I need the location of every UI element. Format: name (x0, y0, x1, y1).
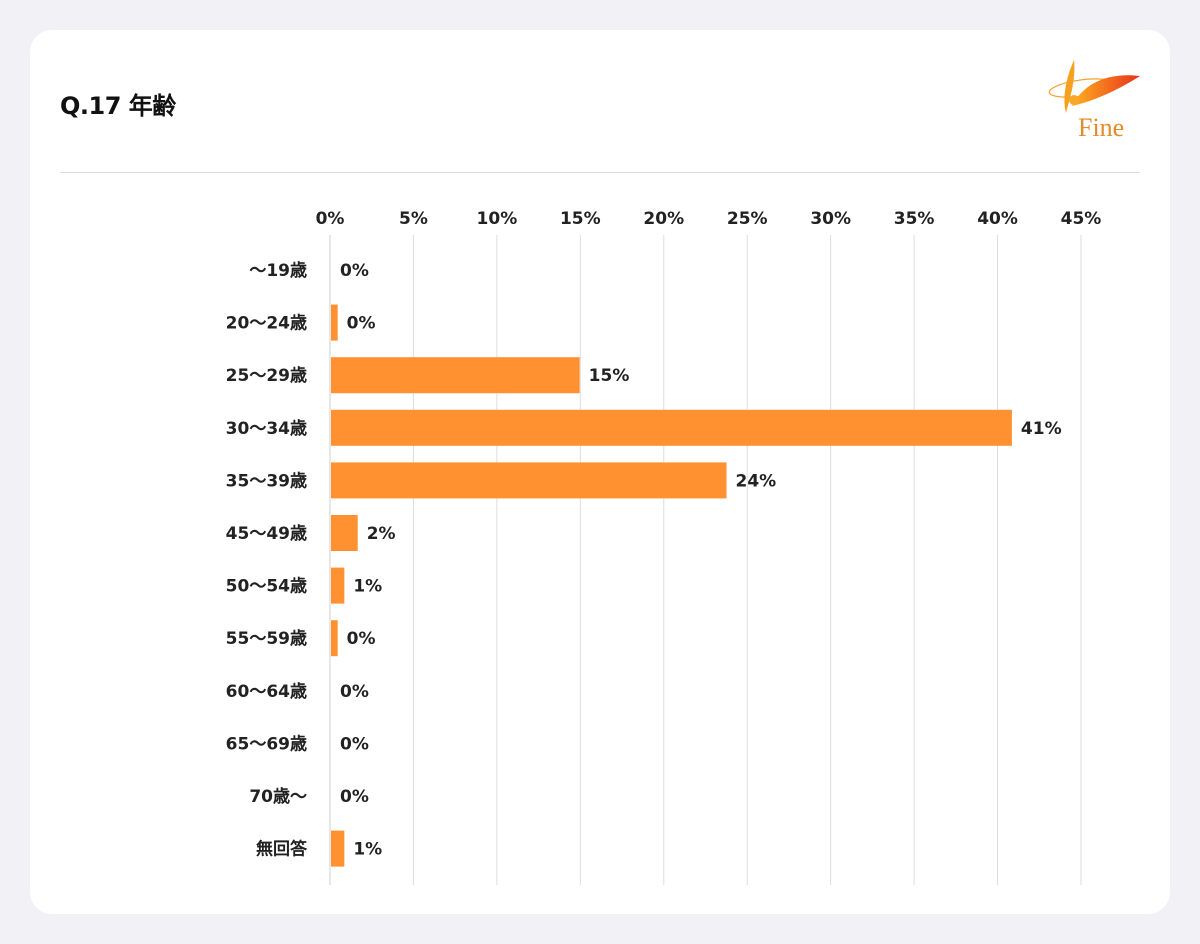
fine-logo: Fine (1048, 60, 1140, 142)
x-tick-label: 35% (894, 209, 935, 229)
divider (60, 172, 1140, 173)
category-label: 〜19歳 (249, 260, 307, 281)
category-label: 45〜49歳 (226, 523, 307, 544)
x-tick-label: 0% (316, 209, 345, 229)
bar (331, 304, 338, 341)
data-label: 41% (1021, 419, 1062, 439)
x-tick-label: 20% (643, 209, 684, 229)
data-label: 0% (347, 314, 376, 334)
data-label: 24% (736, 471, 777, 491)
data-label: 15% (589, 366, 630, 386)
category-label: 無回答 (256, 839, 308, 860)
category-label: 55〜59歳 (226, 628, 307, 649)
bar (331, 567, 345, 604)
data-label: 0% (340, 682, 369, 702)
x-tick-label: 45% (1061, 209, 1102, 229)
bar (331, 357, 580, 394)
x-tick-label: 25% (727, 209, 768, 229)
category-label: 35〜39歳 (226, 470, 307, 491)
bar (331, 409, 1012, 446)
bar (331, 830, 345, 867)
data-label: 0% (340, 734, 369, 754)
bar (331, 515, 358, 551)
data-label: 1% (353, 840, 382, 860)
x-tick-label: 15% (560, 209, 601, 229)
bar (331, 462, 727, 499)
category-label: 60〜64歳 (226, 681, 307, 702)
data-label: 0% (347, 629, 376, 649)
x-tick-label: 10% (477, 209, 518, 229)
data-label: 0% (340, 261, 369, 281)
category-label: 25〜29歳 (226, 365, 307, 386)
category-label: 65〜69歳 (226, 733, 307, 754)
data-label: 2% (367, 524, 396, 544)
category-label: 70歳〜 (249, 786, 307, 807)
category-label: 50〜54歳 (226, 576, 307, 597)
page-title: Q.17 年齢 (60, 92, 176, 120)
category-label: 20〜24歳 (226, 313, 307, 334)
x-tick-label: 30% (810, 209, 851, 229)
bar (331, 620, 338, 657)
logo-text: Fine (1078, 113, 1124, 142)
category-label: 30〜34歳 (226, 418, 307, 439)
data-label: 0% (340, 787, 369, 807)
data-label: 1% (353, 577, 382, 597)
x-tick-label: 40% (977, 209, 1018, 229)
x-tick-label: 5% (399, 209, 428, 229)
